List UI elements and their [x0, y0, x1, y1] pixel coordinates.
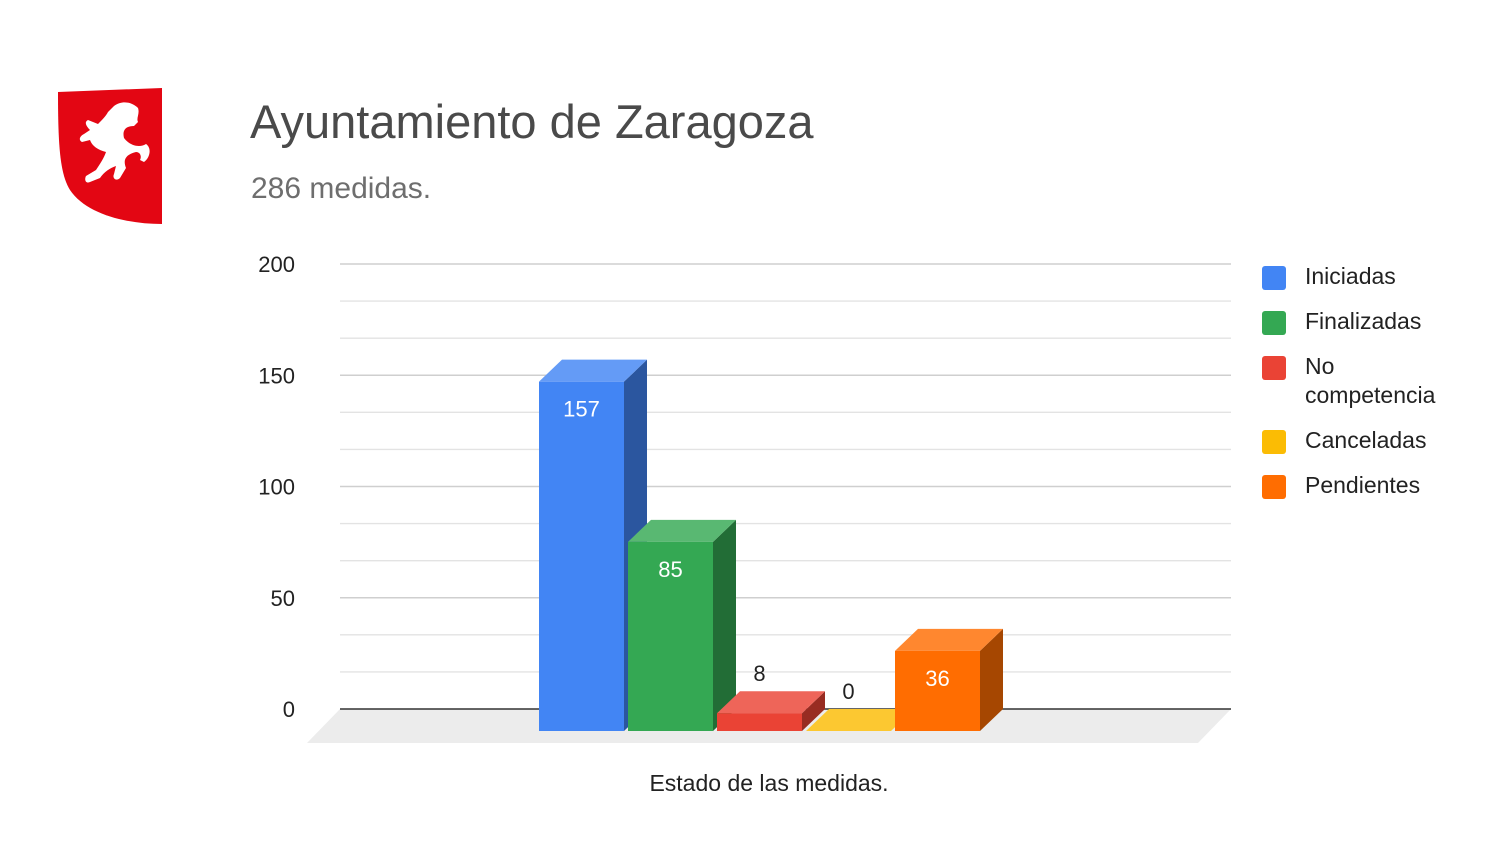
chart-legend: Iniciadas Finalizadas No competencia Cancel…	[1262, 262, 1482, 516]
bar-top	[895, 628, 1003, 651]
data-label: 85	[658, 557, 682, 582]
legend-item: Canceladas	[1262, 426, 1482, 455]
y-tick-label: 150	[258, 363, 295, 388]
bar-front	[628, 541, 713, 731]
bar-top	[806, 709, 914, 731]
legend-swatch	[1262, 475, 1286, 499]
data-label: 36	[925, 666, 949, 691]
bar-front	[717, 713, 802, 731]
legend-swatch	[1262, 430, 1286, 454]
bar-no-competencia	[717, 691, 825, 731]
legend-swatch	[1262, 311, 1286, 335]
x-axis-label: Estado de las medidas.	[649, 770, 889, 796]
bar-iniciadas	[539, 359, 647, 731]
legend-item: No competencia	[1262, 352, 1482, 410]
legend-label: No competencia	[1305, 353, 1436, 408]
y-tick-label: 200	[258, 252, 295, 277]
bar-canceladas	[806, 709, 914, 731]
legend-swatch	[1262, 356, 1286, 380]
bar-top	[717, 691, 825, 714]
legend-label: Canceladas	[1305, 427, 1427, 453]
legend-label: Iniciadas	[1305, 263, 1396, 289]
bar-side	[980, 628, 1003, 731]
legend-item: Pendientes	[1262, 471, 1482, 500]
bar-front	[895, 650, 980, 731]
page-subtitle: 286 medidas.	[251, 172, 432, 205]
data-label: 0	[842, 679, 854, 704]
legend-label: Finalizadas	[1305, 308, 1422, 334]
bar-top	[539, 359, 647, 382]
legend-swatch	[1262, 266, 1286, 290]
bar-pendientes	[895, 628, 1003, 731]
bar-top	[628, 519, 736, 542]
zaragoza-lion-shield-logo	[58, 88, 162, 224]
y-tick-label: 100	[258, 475, 295, 500]
bar-side	[802, 691, 825, 731]
legend-item: Iniciadas	[1262, 262, 1482, 291]
data-label: 8	[753, 661, 765, 686]
bar-side	[713, 519, 736, 731]
data-label: 157	[563, 397, 600, 422]
y-tick-label: 0	[283, 697, 295, 722]
legend-label: Pendientes	[1305, 472, 1421, 498]
bar-front	[539, 381, 624, 731]
bar-finalizadas	[628, 519, 736, 731]
page-title: Ayuntamiento de Zaragoza	[250, 95, 814, 148]
legend-item: Finalizadas	[1262, 307, 1482, 336]
y-tick-label: 50	[271, 586, 295, 611]
